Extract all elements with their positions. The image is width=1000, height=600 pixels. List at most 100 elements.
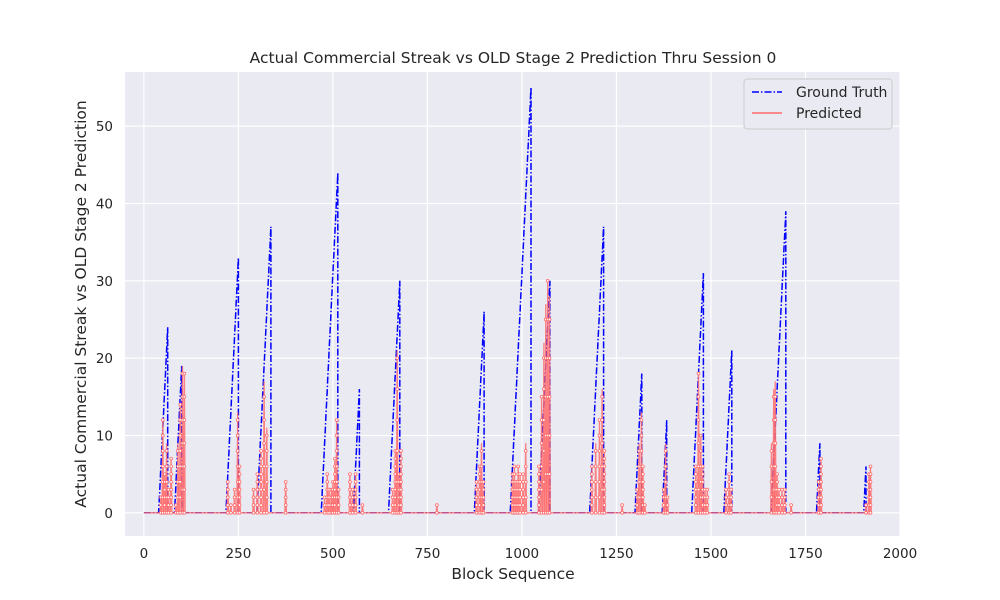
y-tick-label: 50 (96, 119, 113, 135)
predicted-marker (226, 495, 230, 500)
predicted-marker (819, 503, 823, 507)
predicted-marker (336, 495, 341, 500)
predicted-marker (264, 495, 269, 500)
predicted-marker (164, 480, 169, 484)
predicted-marker (593, 480, 598, 484)
predicted-spike (544, 303, 548, 513)
predicted-marker (521, 487, 525, 492)
predicted-marker (164, 449, 169, 453)
predicted-marker (600, 394, 604, 399)
predicted-marker (590, 510, 594, 515)
predicted-marker (537, 480, 541, 484)
predicted-marker (350, 510, 355, 515)
predicted-marker (620, 510, 624, 515)
predicted-marker (620, 503, 624, 507)
predicted-marker (182, 418, 187, 422)
predicted-marker (481, 495, 486, 500)
predicted-marker (696, 394, 701, 399)
predicted-marker (395, 387, 399, 391)
predicted-spike (391, 489, 395, 513)
predicted-marker (602, 472, 607, 476)
predicted-marker (334, 480, 339, 484)
predicted-marker (590, 472, 594, 476)
predicted-marker (700, 480, 705, 484)
predicted-marker (259, 510, 263, 515)
predicted-marker (237, 495, 242, 500)
x-tick-label: 1250 (599, 546, 633, 562)
predicted-marker (523, 495, 528, 500)
predicted-marker (182, 441, 187, 446)
predicted-spike (233, 489, 237, 513)
predicted-spike (542, 342, 546, 513)
predicted-marker (868, 464, 873, 469)
predicted-marker (696, 371, 701, 376)
predicted-marker (518, 503, 522, 507)
predicted-marker (334, 418, 339, 422)
legend-label-ground-truth: Ground Truth (796, 85, 887, 101)
predicted-marker (597, 449, 602, 453)
x-tick-label: 1500 (694, 546, 728, 562)
predicted-spike (524, 443, 528, 513)
predicted-marker (782, 487, 787, 492)
predicted-marker (665, 510, 670, 515)
predicted-marker (537, 472, 541, 476)
predicted-marker (819, 472, 823, 476)
predicted-marker (235, 433, 240, 438)
predicted-marker (353, 495, 358, 500)
series-layer (143, 87, 873, 515)
predicted-marker (481, 480, 486, 484)
predicted-marker (350, 503, 355, 507)
predicted-marker (259, 456, 263, 461)
predicted-marker (775, 480, 779, 484)
predicted-spike (521, 474, 525, 513)
predicted-marker (474, 495, 479, 500)
predicted-marker (523, 449, 528, 453)
predicted-spike (770, 443, 773, 513)
predicted-marker (729, 495, 733, 500)
predicted-marker (348, 480, 352, 484)
x-tick-label: 750 (415, 546, 441, 562)
predicted-marker (700, 472, 705, 476)
predicted-marker (474, 480, 479, 484)
predicted-marker (474, 503, 479, 507)
predicted-spike (635, 489, 639, 513)
predicted-marker (360, 503, 365, 507)
predicted-marker (773, 441, 778, 446)
predicted-marker (698, 449, 703, 453)
predicted-spike (540, 396, 544, 513)
predicted-marker (161, 449, 165, 453)
predicted-marker (641, 495, 645, 500)
predicted-marker (694, 503, 698, 507)
predicted-marker (481, 510, 486, 515)
predicted-marker (399, 472, 403, 476)
predicted-marker (777, 495, 781, 500)
predicted-marker (229, 510, 233, 515)
predicted-marker (696, 418, 701, 422)
predicted-marker (777, 510, 781, 515)
predicted-marker (255, 472, 260, 476)
predicted-spike (348, 474, 352, 513)
predicted-marker (600, 418, 604, 422)
predicted-marker (641, 480, 645, 484)
predicted-marker (399, 487, 403, 492)
predicted-marker (178, 480, 182, 484)
predicted-marker (602, 495, 607, 500)
predicted-spike (167, 489, 170, 513)
predicted-spike (640, 412, 643, 513)
y-tick-label: 20 (96, 351, 113, 367)
predicted-marker (694, 472, 698, 476)
predicted-spike (255, 474, 259, 513)
predicted-marker (663, 449, 668, 453)
predicted-marker (399, 510, 403, 515)
predicted-marker (169, 495, 173, 500)
predicted-marker (777, 503, 781, 507)
predicted-marker (178, 433, 182, 438)
predicted-marker (325, 480, 330, 484)
y-tick-label: 30 (96, 274, 113, 290)
predicted-marker (325, 472, 330, 476)
predicted-marker (516, 464, 520, 469)
predicted-marker (523, 510, 528, 515)
predicted-marker (521, 503, 525, 507)
predicted-marker (864, 510, 868, 515)
